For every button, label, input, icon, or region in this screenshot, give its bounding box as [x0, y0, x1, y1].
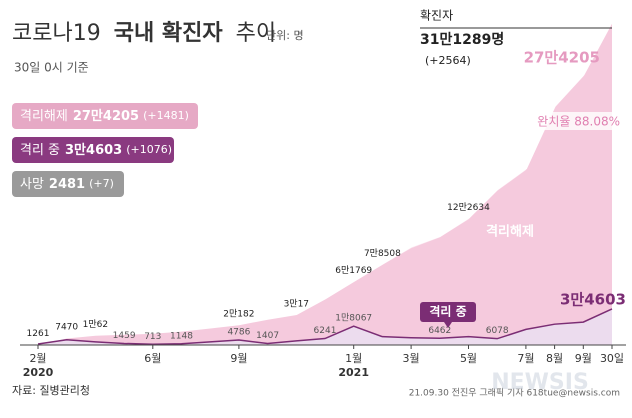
- x-tick-label: 30일: [600, 351, 624, 365]
- subtitle: 30일 0시 기준: [14, 61, 89, 75]
- legend-change: (+1481): [143, 109, 189, 122]
- isolated-area-label: 격리 중: [429, 304, 466, 319]
- isolated-label: 713: [144, 332, 161, 342]
- x-tick-label: 3월: [403, 352, 420, 365]
- x-tick-label: 5월: [460, 352, 477, 365]
- legend-name: 사망: [20, 177, 44, 192]
- watermark: NEWSIS: [491, 370, 589, 395]
- isolated-label: 1459: [113, 331, 136, 341]
- year-label: 2021: [338, 366, 369, 379]
- isolated-label: 4786: [227, 328, 250, 338]
- isolated-area: [38, 308, 612, 345]
- confirmed-label: 2만182: [223, 308, 254, 319]
- title-part: 국내 확진자: [114, 21, 224, 46]
- legend-box: [12, 137, 174, 163]
- isolated-tag: [420, 302, 476, 322]
- released-end-label: 27만4205: [524, 49, 600, 67]
- isolated-label: 6241: [314, 326, 337, 336]
- legend-entry: 사망 2481 (+7): [20, 177, 114, 192]
- confirmed-change: (+2564): [425, 54, 471, 67]
- recovery-rate: 완치율 88.08%: [537, 115, 620, 129]
- legend-entry: 격리 중 3만4603 (+1076): [20, 142, 172, 158]
- confirmed-label: 7470: [55, 323, 78, 333]
- released-area-label: 격리해제: [486, 224, 534, 240]
- source: 자료: 질병관리청: [12, 384, 90, 397]
- confirmed-total: 31만1289명: [420, 31, 504, 48]
- confirmed-end: [610, 19, 614, 24]
- isolated-label: 6078: [486, 326, 509, 336]
- legend-name: 격리 중: [20, 143, 60, 158]
- confirmed-name: 확진자: [420, 9, 453, 23]
- isolated-end-label: 3만4603: [560, 291, 626, 309]
- isolated-label: 1148: [170, 331, 193, 341]
- isolated-label: 1만8067: [335, 313, 372, 324]
- legend-name: 격리해제: [20, 109, 68, 124]
- year-label: 2020: [23, 366, 54, 379]
- title-part: 추이: [236, 21, 276, 46]
- isolated-label: 6462: [428, 326, 451, 336]
- confirmed-label: 6만1769: [335, 265, 372, 276]
- confirmed-label: 7만8508: [364, 248, 401, 259]
- confirmed-label: 1261: [27, 329, 50, 339]
- rate-box: [536, 112, 622, 130]
- isolated-tag-pointer: [444, 322, 452, 328]
- confirmed-line: [37, 20, 614, 345]
- x-tick-label: 9월: [575, 352, 592, 365]
- legend-box: [12, 103, 198, 129]
- confirmed-label: 1만62: [83, 319, 108, 330]
- confirmed-label: 12만2634: [447, 202, 490, 213]
- released-area: [38, 23, 612, 345]
- legend-change: (+7): [89, 177, 114, 190]
- x-tick-label: 1월: [345, 352, 362, 365]
- legend-entry: 격리해제 27만4205 (+1481): [20, 108, 189, 124]
- legend-value: 27만4205: [73, 108, 139, 124]
- x-tick-label: 7월: [517, 352, 534, 365]
- x-tick-label: 6월: [144, 352, 161, 365]
- legend-value: 3만4603: [65, 142, 122, 158]
- legend-box: [12, 171, 124, 197]
- x-tick-label: 2월: [29, 352, 46, 365]
- isolated-line: [37, 308, 613, 346]
- isolated-label: 1407: [256, 331, 279, 341]
- legend-value: 2481: [49, 177, 85, 192]
- chart-title: 코로나19 국내 확진자 추이: [12, 21, 276, 46]
- unit: 단위: 명: [266, 29, 304, 42]
- title-part: 코로나19: [12, 21, 101, 46]
- confirmed-label: 3만17: [284, 298, 309, 309]
- credit: 21.09.30 전진우 그래픽 기자 618tue@newsis.com: [409, 388, 620, 399]
- x-tick-label: 9월: [230, 352, 247, 365]
- legend-change: (+1076): [126, 143, 172, 156]
- x-tick-label: 8월: [546, 352, 563, 365]
